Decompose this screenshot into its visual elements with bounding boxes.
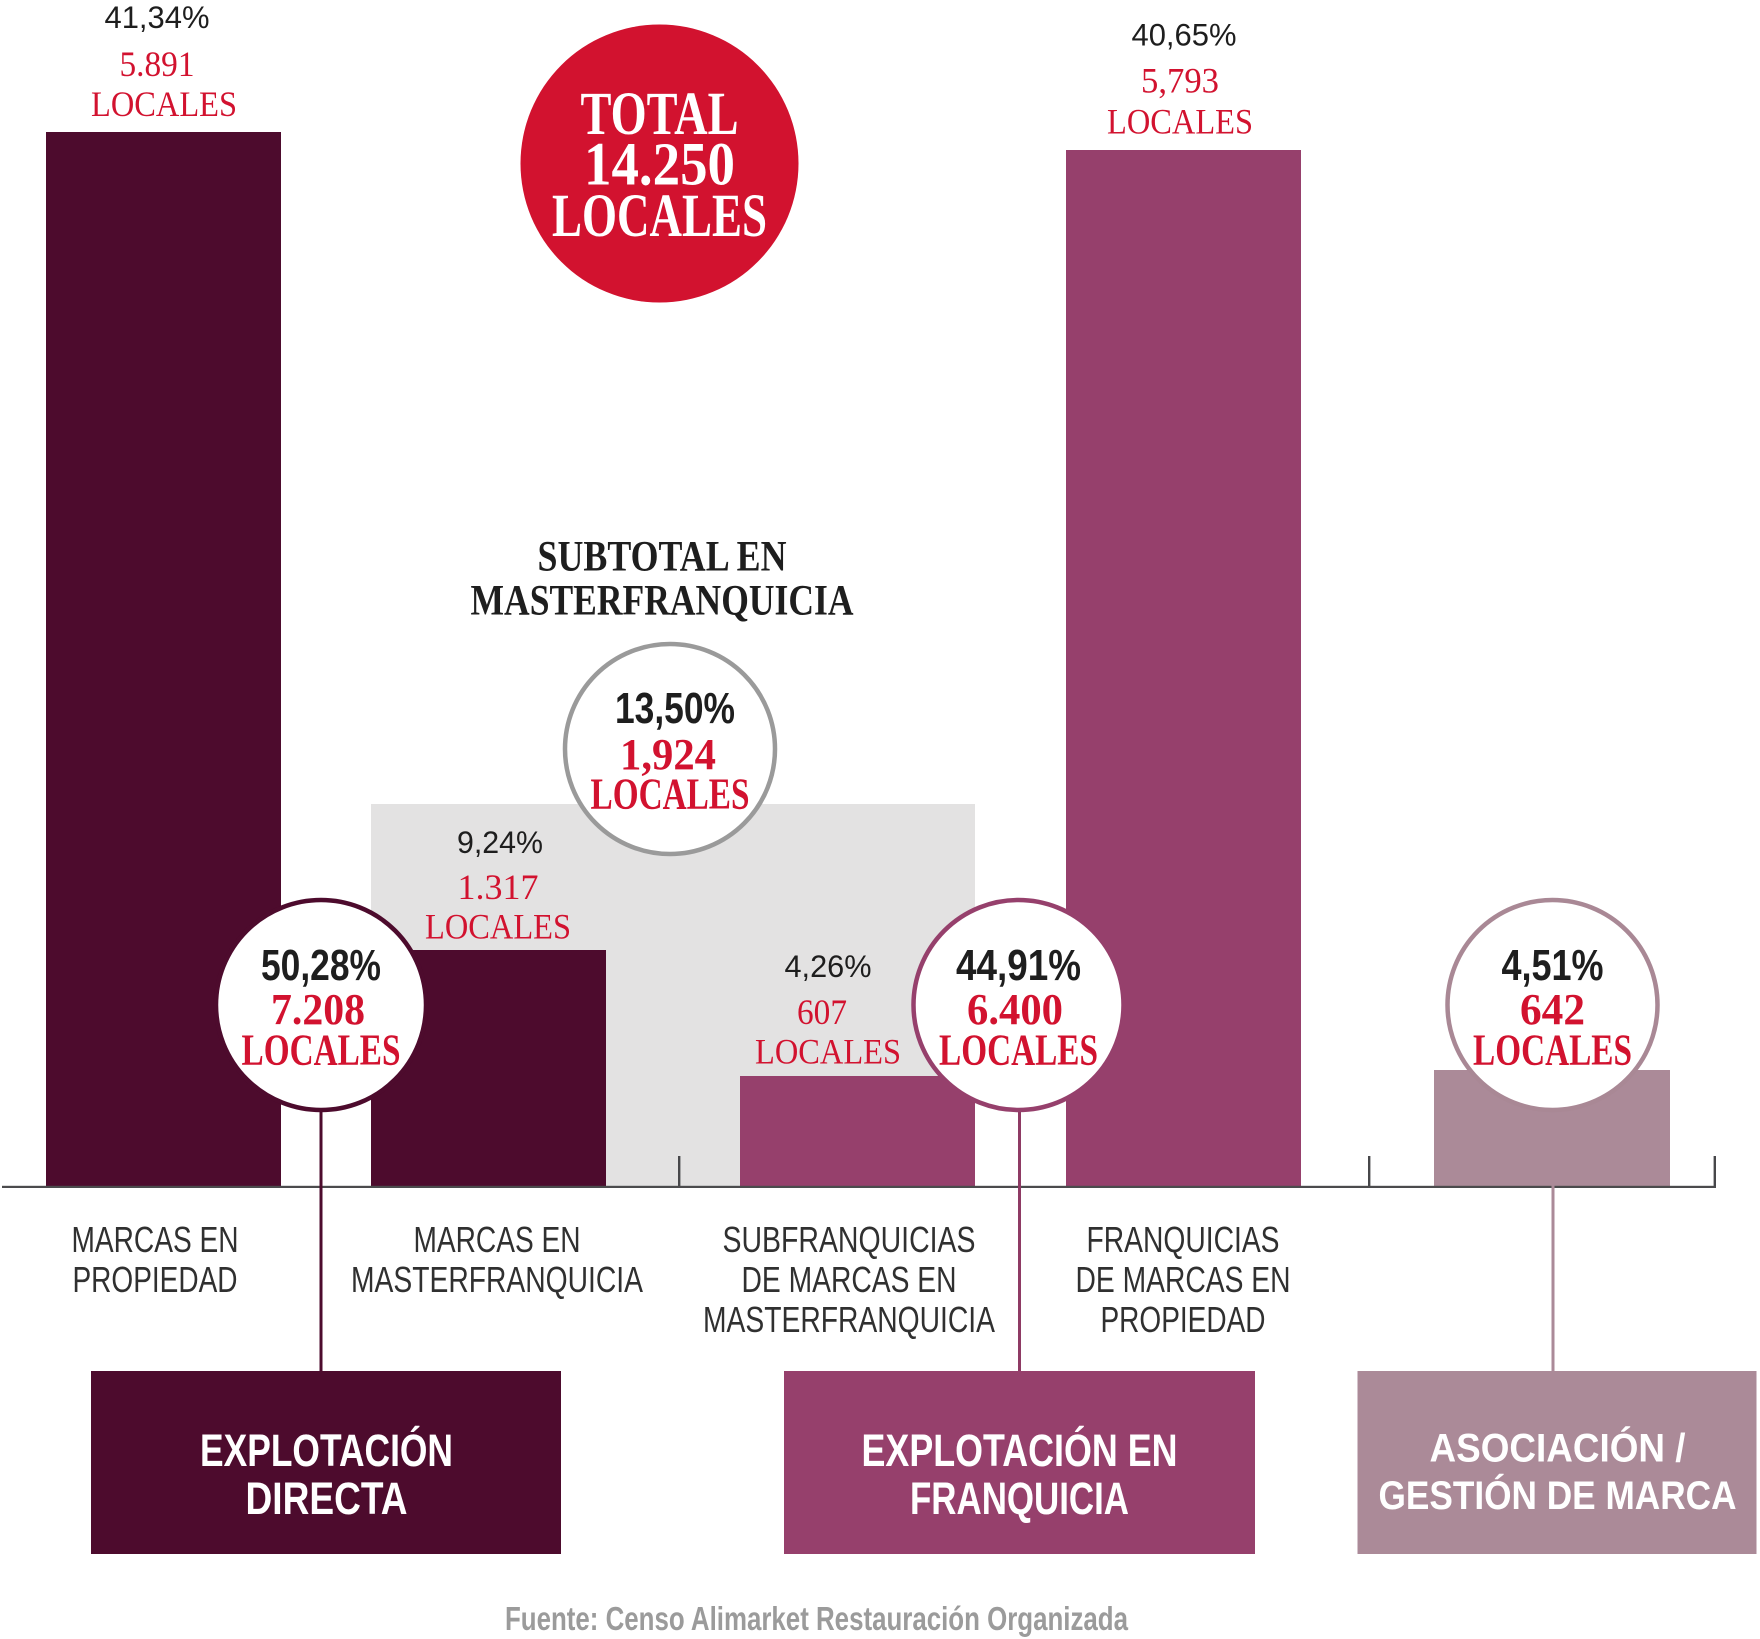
svg-text:41,34%: 41,34% [105, 0, 210, 35]
svg-text:LOCALES: LOCALES [591, 769, 750, 819]
svg-text:SUBTOTAL EN: SUBTOTAL EN [538, 534, 787, 581]
svg-text:1.317: 1.317 [458, 867, 539, 907]
svg-text:DE MARCAS EN: DE MARCAS EN [742, 1259, 957, 1300]
svg-text:7.208: 7.208 [271, 984, 365, 1034]
svg-text:LOCALES: LOCALES [1107, 102, 1253, 142]
svg-text:607: 607 [797, 992, 847, 1032]
svg-text:MASTERFRANQUICIA: MASTERFRANQUICIA [703, 1299, 995, 1340]
svg-text:LOCALES: LOCALES [242, 1025, 401, 1075]
svg-text:PROPIEDAD: PROPIEDAD [1101, 1299, 1266, 1340]
svg-text:1,924: 1,924 [620, 729, 716, 779]
svg-text:MASTERFRANQUICIA: MASTERFRANQUICIA [471, 578, 854, 625]
svg-text:DE MARCAS EN: DE MARCAS EN [1076, 1259, 1291, 1300]
svg-text:DIRECTA: DIRECTA [246, 1473, 408, 1524]
svg-text:LOCALES: LOCALES [552, 183, 767, 250]
svg-text:6.400: 6.400 [967, 984, 1063, 1034]
svg-text:MARCAS EN: MARCAS EN [72, 1219, 239, 1260]
svg-text:13,50%: 13,50% [615, 685, 735, 733]
svg-text:LOCALES: LOCALES [91, 84, 237, 124]
svg-text:SUBFRANQUICIAS: SUBFRANQUICIAS [723, 1219, 976, 1260]
svg-text:ASOCIACIÓN /: ASOCIACIÓN / [1430, 1425, 1686, 1471]
svg-text:LOCALES: LOCALES [425, 907, 571, 947]
svg-text:40,65%: 40,65% [1132, 17, 1237, 53]
svg-text:9,24%: 9,24% [457, 824, 543, 860]
svg-text:14.250: 14.250 [584, 132, 735, 199]
svg-text:LOCALES: LOCALES [939, 1025, 1098, 1075]
svg-text:44,91%: 44,91% [956, 942, 1081, 990]
svg-text:50,28%: 50,28% [261, 942, 381, 990]
svg-text:LOCALES: LOCALES [755, 1032, 901, 1072]
svg-text:PROPIEDAD: PROPIEDAD [73, 1259, 238, 1300]
svg-text:4,26%: 4,26% [785, 948, 872, 984]
svg-text:MARCAS EN: MARCAS EN [414, 1219, 581, 1260]
svg-text:Fuente: Censo Alimarket Restau: Fuente: Censo Alimarket Restauración Org… [505, 1600, 1128, 1637]
svg-text:EXPLOTACIÓN EN: EXPLOTACIÓN EN [862, 1425, 1178, 1476]
svg-text:EXPLOTACIÓN: EXPLOTACIÓN [200, 1425, 453, 1476]
svg-text:TOTAL: TOTAL [581, 81, 739, 148]
svg-text:642: 642 [1520, 984, 1585, 1034]
svg-text:FRANQUICIAS: FRANQUICIAS [1087, 1219, 1280, 1260]
svg-text:FRANQUICIA: FRANQUICIA [910, 1473, 1129, 1524]
svg-text:LOCALES: LOCALES [1473, 1025, 1632, 1075]
svg-text:5,793: 5,793 [1141, 61, 1219, 101]
svg-text:4,51%: 4,51% [1502, 942, 1604, 990]
svg-text:GESTIÓN DE MARCA: GESTIÓN DE MARCA [1379, 1472, 1737, 1518]
svg-text:MASTERFRANQUICIA: MASTERFRANQUICIA [351, 1259, 643, 1300]
svg-text:5.891: 5.891 [120, 44, 195, 84]
